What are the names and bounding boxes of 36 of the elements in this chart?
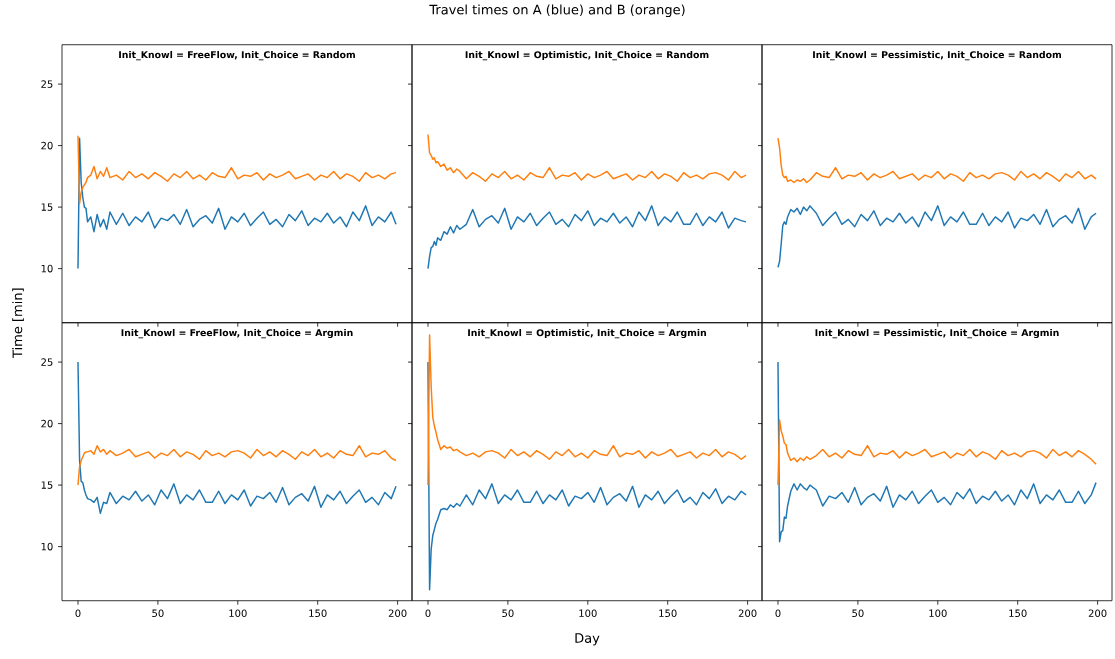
x-tick-label: 150 — [309, 609, 327, 618]
x-tick-label: 0 — [425, 609, 431, 618]
x-tick-label: 100 — [929, 609, 947, 618]
x-tick-label: 50 — [502, 609, 514, 618]
x-tick-label: 150 — [659, 609, 677, 618]
x-tick-label: 100 — [579, 609, 597, 618]
y-tick-label: 25 — [41, 358, 53, 367]
text: Init_Knowl = Pessimistic, Init_Choice = Argmin — [815, 329, 1059, 339]
y-tick-label: 15 — [41, 481, 53, 489]
y-tick-label: 10 — [41, 542, 53, 551]
text: Travel times on A (blue) and B (orange) — [429, 4, 685, 18]
text: Init_Knowl = Pessimistic, Init_Choice = Random — [813, 51, 1062, 61]
x-tick-label: 0 — [75, 609, 81, 618]
y-tick-label: 20 — [41, 141, 53, 150]
y-tick-label: 15 — [41, 203, 53, 211]
text: Init_Knowl = Optimistic, Init_Choice = Random — [465, 51, 709, 61]
line-series — [77, 361, 397, 515]
text: Init_Knowl = FreeFlow, Init_Choice = Argmin — [121, 329, 353, 339]
text: Init_Knowl = Optimistic, Init_Choice = Argmin — [468, 329, 706, 339]
x-axis-title: Day — [575, 633, 600, 646]
line-series — [77, 137, 397, 270]
x-tick-label: 200 — [1088, 609, 1107, 618]
y-tick-label: 10 — [41, 264, 53, 273]
x-tick-label: 150 — [1009, 609, 1027, 618]
x-tick-label: 100 — [229, 609, 247, 618]
line-series — [77, 445, 397, 486]
x-tick-label: 50 — [152, 609, 164, 618]
y-tick-label: 25 — [41, 80, 53, 89]
x-tick-label: 50 — [852, 609, 864, 618]
line-series — [77, 135, 397, 205]
y-tick-label: 20 — [41, 419, 53, 428]
x-tick-label: 200 — [738, 609, 757, 618]
text: Init_Knowl = FreeFlow, Init_Choice = Random — [119, 51, 355, 61]
x-tick-label: 0 — [775, 609, 781, 618]
x-tick-label: 200 — [388, 609, 407, 618]
y-axis-title: Time [min] — [12, 288, 24, 359]
